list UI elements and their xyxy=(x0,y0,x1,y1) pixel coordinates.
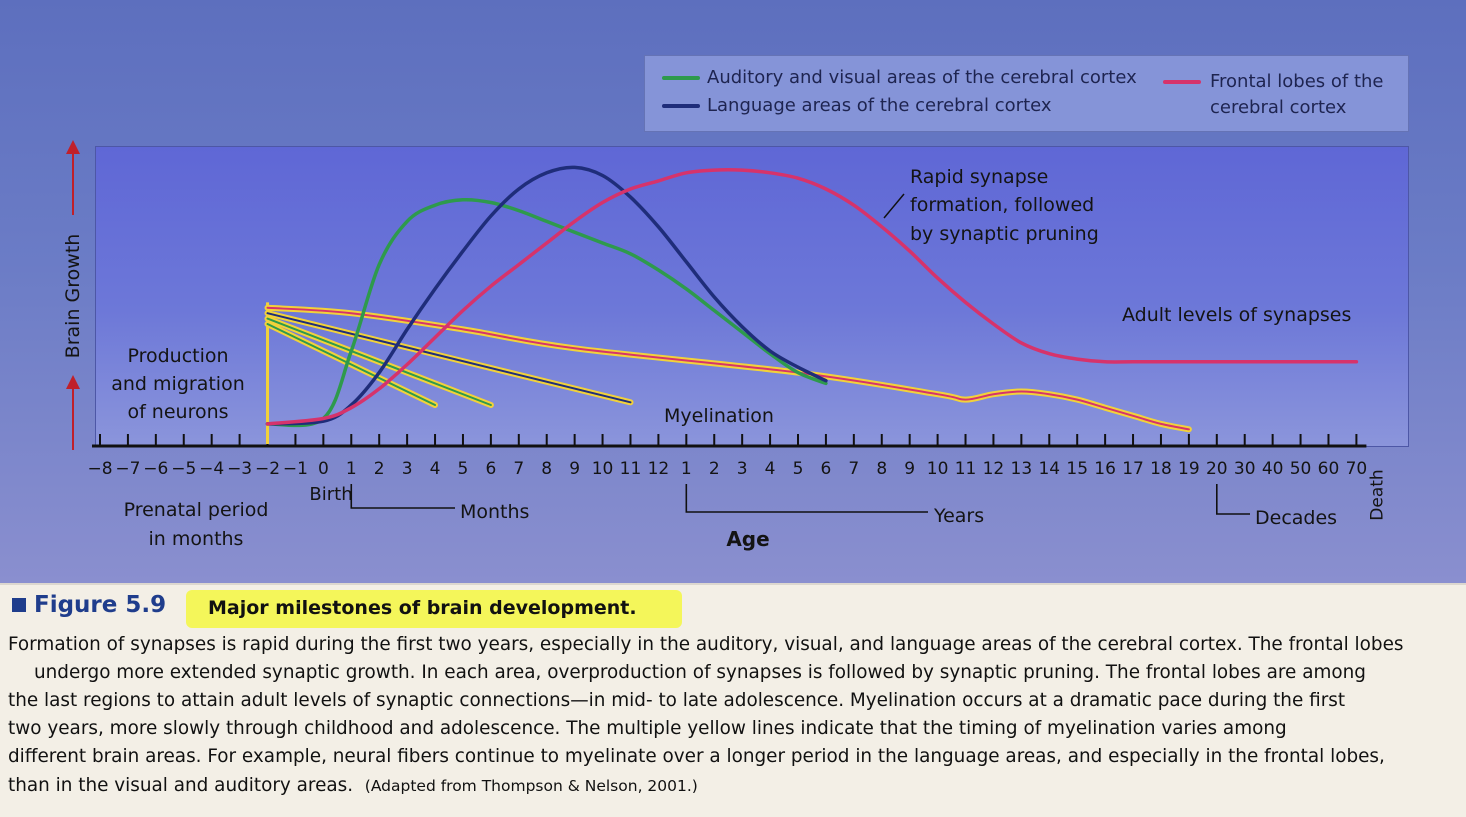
figure-marker-icon xyxy=(12,598,26,612)
series-language xyxy=(265,165,828,426)
x-tick-label: 50 xyxy=(1290,459,1312,479)
title-highlight xyxy=(186,590,682,628)
x-tick-label-death: Death xyxy=(1367,469,1387,520)
annotation-rapid-synapse: Rapid synapse xyxy=(910,166,1048,188)
x-tick-label: 15 xyxy=(1066,459,1088,479)
legend-swatch-frontal xyxy=(1163,80,1201,84)
x-tick-label: 2 xyxy=(374,459,385,479)
bracket-months xyxy=(350,484,455,509)
x-tick-label: 40 xyxy=(1262,459,1284,479)
figure-title: Major milestones of brain development. xyxy=(208,597,637,619)
legend-label-frontal: Frontal lobes of the cerebral cortex xyxy=(1210,71,1384,118)
x-tick-label: 30 xyxy=(1234,459,1256,479)
x-tick-label: 3 xyxy=(737,459,748,479)
annotation-myelination: Myelination xyxy=(664,405,774,427)
y-arrow-upper-head xyxy=(66,140,80,154)
x-tick-label: 12 xyxy=(983,459,1005,479)
x-tick-label: 2 xyxy=(709,459,720,479)
x-tick-label: 70 xyxy=(1346,459,1368,479)
y-axis-title: Brain Growth xyxy=(62,234,84,359)
x-tick-label: 4 xyxy=(430,459,441,479)
x-group-years: Years xyxy=(933,505,984,527)
x-tick-label: 9 xyxy=(569,459,580,479)
x-tick-label: 17 xyxy=(1122,459,1144,479)
annotation-neurons: Production xyxy=(127,345,228,367)
x-axis-title: Age xyxy=(726,527,769,551)
annotation-rapid-synapse: by synaptic pruning xyxy=(910,223,1099,245)
x-tick-label: 5 xyxy=(793,459,804,479)
x-tick-label: 60 xyxy=(1318,459,1340,479)
x-tick-label: −4 xyxy=(199,459,224,479)
x-tick-label: −3 xyxy=(227,459,252,479)
x-tick-label: 14 xyxy=(1038,459,1060,479)
x-tick-label: 6 xyxy=(485,459,496,479)
legend-swatch-language xyxy=(662,104,700,108)
x-tick-label: −7 xyxy=(115,459,140,479)
caption-line: different brain areas. For example, neur… xyxy=(8,746,1385,767)
bracket-decades xyxy=(1216,484,1250,515)
caption-line-text: than in the visual and auditory areas. xyxy=(8,775,354,796)
x-tick-label: 19 xyxy=(1178,459,1200,479)
x-tick-label: 8 xyxy=(876,459,887,479)
x-tick-label: 8 xyxy=(541,459,552,479)
caption-source: (Adapted from Thompson & Nelson, 2001.) xyxy=(364,777,698,795)
x-group-birth: Birth xyxy=(309,484,352,505)
x-tick-label: 5 xyxy=(458,459,469,479)
chart-svg: −8 −7 −6 −5 −4 −3 −2 −1 0 1 2 3 4 5 6 7 8 9 10 11 12 1 2 3 4 5 6 7 8… xyxy=(62,140,1387,551)
x-tick-label: 0 xyxy=(318,459,329,479)
annotation-neurons: and migration xyxy=(111,373,244,395)
x-tick-label: −2 xyxy=(255,459,280,479)
x-tick-label: −1 xyxy=(283,459,308,479)
x-group-prenatal-line1: Prenatal period xyxy=(124,499,269,521)
series-auditory-visual xyxy=(265,197,828,428)
figure-number-text: Figure 5.9 xyxy=(34,592,167,618)
x-tick-label: 18 xyxy=(1150,459,1172,479)
legend-label-auditory: Auditory and visual areas of the cerebra… xyxy=(707,67,1137,88)
caption-line: undergo more extended synaptic growth. I… xyxy=(34,662,1366,683)
x-tick-label: −6 xyxy=(143,459,168,479)
myelination-line-core xyxy=(266,306,1190,431)
x-tick-label: 16 xyxy=(1094,459,1116,479)
x-tick-label: 4 xyxy=(765,459,776,479)
x-tick-label: −5 xyxy=(171,459,196,479)
bracket-years xyxy=(685,484,928,513)
legend-swatch-auditory xyxy=(662,76,700,80)
x-tick-label: 3 xyxy=(402,459,413,479)
x-tick-label: 12 xyxy=(648,459,670,479)
x-tick-label: 10 xyxy=(592,459,614,479)
myelination-line-core xyxy=(266,312,632,404)
x-tick-label: 7 xyxy=(513,459,524,479)
x-group-decades: Decades xyxy=(1255,507,1337,529)
chart-legend: Auditory and visual areas of the cerebra… xyxy=(644,55,1409,132)
annotation-rapid-synapse: formation, followed xyxy=(910,194,1094,216)
x-tick-label: 1 xyxy=(681,459,692,479)
x-tick-label: 11 xyxy=(955,459,977,479)
x-group-months: Months xyxy=(460,501,529,523)
x-tick-label: 20 xyxy=(1206,459,1228,479)
x-tick-label: 7 xyxy=(848,459,859,479)
annotation-adult-levels: Adult levels of synapses xyxy=(1122,304,1351,326)
caption-line: the last regions to attain adult levels … xyxy=(8,690,1346,711)
legend-label-language: Language areas of the cerebral cortex xyxy=(707,95,1052,116)
caption-line: than in the visual and auditory areas. (… xyxy=(8,775,698,796)
myelination-line-core xyxy=(266,317,492,406)
series-frontal xyxy=(265,168,1359,426)
x-tick-label: 1 xyxy=(346,459,357,479)
caption-line: two years, more slowly through childhood… xyxy=(8,718,1287,739)
x-tick-label: 11 xyxy=(620,459,642,479)
plot-area xyxy=(95,146,1409,447)
x-tick-label: 13 xyxy=(1011,459,1033,479)
caption-line: Formation of synapses is rapid during th… xyxy=(8,634,1404,655)
x-group-prenatal-line2: in months xyxy=(149,528,244,550)
y-arrow-lower-head xyxy=(66,375,80,389)
annotation-neurons: of neurons xyxy=(127,401,228,423)
myelination-line-core xyxy=(266,323,437,406)
x-tick-label: 10 xyxy=(927,459,949,479)
figure-number: Figure 5.9 xyxy=(12,592,166,618)
x-tick-label: 9 xyxy=(904,459,915,479)
x-tick-label: −8 xyxy=(87,459,112,479)
annotation-leader xyxy=(883,193,905,219)
x-tick-label: 6 xyxy=(821,459,832,479)
